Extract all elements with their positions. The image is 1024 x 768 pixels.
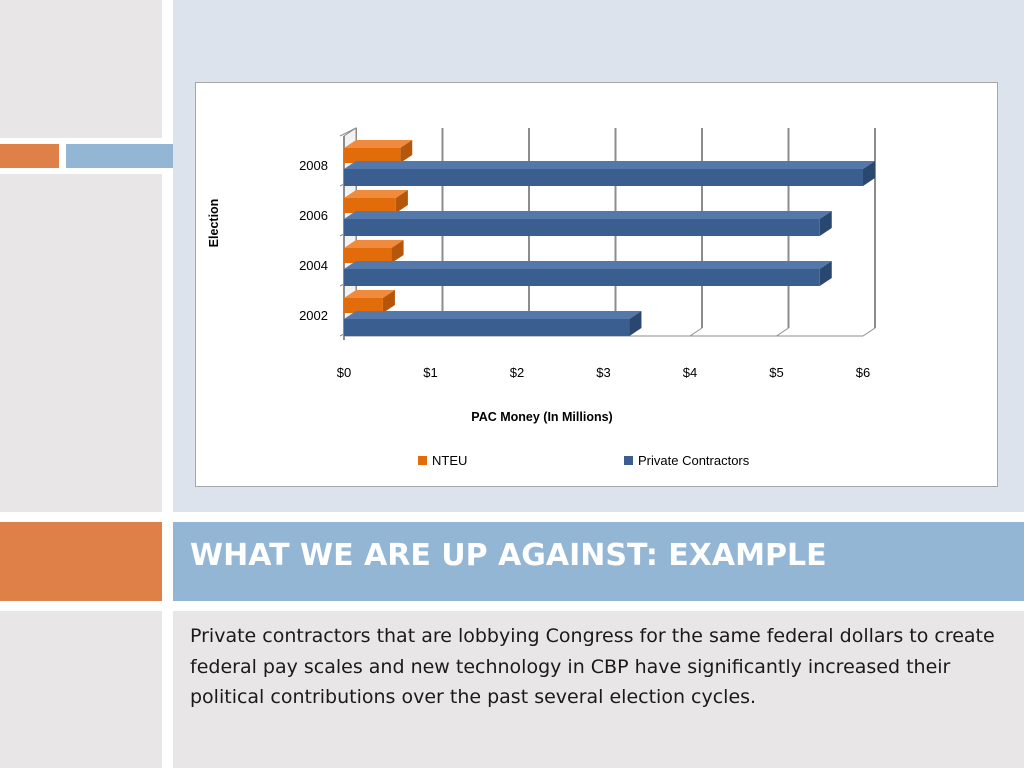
floor-gridline — [776, 327, 789, 337]
slide-body-text: Private contractors that are lobbying Co… — [190, 625, 995, 708]
title-band — [173, 522, 1024, 601]
legend-label-0: NTEU — [432, 453, 467, 468]
category-label-2008: 2008 — [299, 158, 328, 173]
legend-swatch-0 — [418, 456, 427, 465]
bar-nteu-2002-side — [382, 290, 395, 313]
bar-nteu-2006 — [344, 198, 396, 213]
bar-contractors-2006 — [344, 219, 820, 236]
bar-contractors-2008 — [344, 169, 863, 186]
bar-nteu-2004 — [344, 248, 392, 263]
category-label-2002: 2002 — [299, 308, 328, 323]
bar-nteu-2008-top — [344, 140, 413, 148]
bar-nteu-2002 — [344, 298, 383, 313]
slide-title: WHAT WE ARE UP AGAINST: EXAMPLE — [190, 538, 827, 573]
category-label-2004: 2004 — [299, 258, 328, 273]
bar-nteu-2008-side — [400, 140, 413, 163]
x-tick-label: $2 — [510, 365, 524, 380]
horizontal-divider-bottom — [0, 601, 1024, 611]
bar-nteu-2004-top — [344, 240, 404, 248]
x-tick-label: $5 — [769, 365, 783, 380]
bar-contractors-2008-side — [863, 161, 875, 186]
bar-contractors-2008-top — [344, 161, 875, 169]
chart-container: 2002 2004 2006 2008 $0 $1 $2 $3 $4 $5 $6 PAC Money … — [195, 82, 998, 487]
category-divider — [339, 127, 357, 137]
bar-nteu-2004-side — [391, 240, 404, 263]
category-label-2006: 2006 — [299, 208, 328, 223]
bar-nteu-2008 — [344, 148, 401, 163]
bar-chart: 2002 2004 2006 2008 $0 $1 $2 $3 $4 $5 $6 PAC Money … — [207, 127, 876, 468]
floor-gridline — [862, 327, 876, 337]
floor-gridline — [689, 327, 703, 337]
bar-contractors-2002 — [344, 319, 630, 336]
x-tick-label: $6 — [856, 365, 870, 380]
bar-contractors-2004-top — [344, 261, 832, 269]
legend-label-1: Private Contractors — [638, 453, 750, 468]
bar-contractors-2004 — [344, 269, 820, 286]
title-accent-block — [0, 522, 162, 601]
bar-contractors-2002-top — [344, 311, 642, 319]
bar-nteu-2002-top — [344, 290, 395, 298]
bar-contractors-2006-top — [344, 211, 832, 219]
bar-nteu-2006-side — [395, 190, 408, 213]
bar-contractors-2004-side — [819, 261, 832, 286]
y-axis-title: Election — [207, 199, 221, 248]
x-tick-label: $4 — [683, 365, 697, 380]
x-axis-title: PAC Money (In Millions) — [471, 410, 612, 424]
decorative-orange-bar — [0, 144, 59, 168]
x-tick-label: $0 — [337, 365, 351, 380]
bar-contractors-2002-side — [629, 311, 642, 336]
left-column-panel — [0, 0, 162, 768]
legend-swatch-1 — [624, 456, 633, 465]
horizontal-divider-top — [0, 512, 1024, 522]
decorative-blue-bar — [66, 144, 173, 168]
bar-contractors-2006-side — [819, 211, 832, 236]
vertical-divider — [162, 0, 173, 768]
x-tick-label: $1 — [423, 365, 437, 380]
x-tick-label: $3 — [596, 365, 610, 380]
bar-nteu-2006-top — [344, 190, 408, 198]
